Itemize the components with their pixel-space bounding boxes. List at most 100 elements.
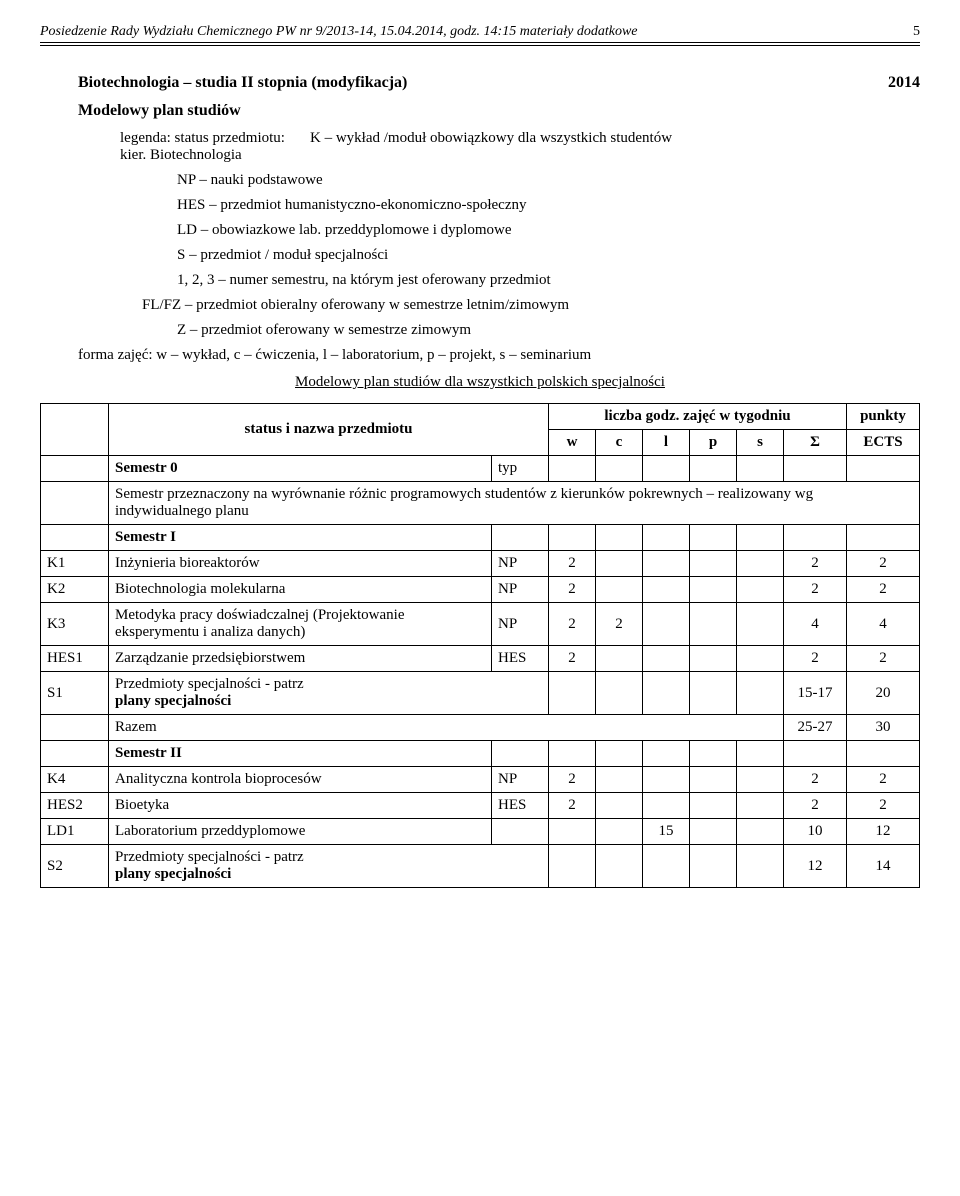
- row-l: [643, 577, 690, 603]
- s1-bold: plany specjalności: [115, 693, 231, 709]
- th-s: s: [737, 430, 784, 456]
- row-sum: 2: [784, 577, 847, 603]
- row-w: 2: [549, 577, 596, 603]
- row-s: [737, 819, 784, 845]
- s1-name: Przedmioty specjalności - patrz: [115, 676, 304, 692]
- row-ects: 2: [847, 577, 920, 603]
- legend-forma: forma zajęć: w – wykład, c – ćwiczenia, …: [78, 347, 920, 364]
- row-c: 2: [596, 603, 643, 646]
- legend-numsem: 1, 2, 3 – numer semestru, na którym jest…: [177, 272, 920, 289]
- table-row: HES2BioetykaHES222: [41, 793, 920, 819]
- row-typ: HES: [492, 793, 549, 819]
- table-row: HES1Zarządzanie przedsiębiorstwemHES222: [41, 646, 920, 672]
- row-s: [737, 551, 784, 577]
- row-s: [737, 577, 784, 603]
- row-p: [690, 577, 737, 603]
- th-w: w: [549, 430, 596, 456]
- page-header: Posiedzenie Rady Wydziału Chemicznego PW…: [40, 24, 920, 43]
- row-typ: NP: [492, 603, 549, 646]
- s2-ects: 14: [847, 845, 920, 888]
- sem0-note-row: Semestr przeznaczony na wyrównanie różni…: [41, 482, 920, 525]
- row-w: 2: [549, 646, 596, 672]
- row-name: Inżynieria bioreaktorów: [109, 551, 492, 577]
- row-ects: 12: [847, 819, 920, 845]
- th-punkty: punkty: [847, 404, 920, 430]
- table-head-row1: status i nazwa przedmiotu liczba godz. z…: [41, 404, 920, 430]
- row-w: 2: [549, 551, 596, 577]
- s2-name: Przedmioty specjalności - patrz: [115, 849, 304, 865]
- row-p: [690, 551, 737, 577]
- s1-row: S1 Przedmioty specjalności - patrz plany…: [41, 672, 920, 715]
- row-l: [643, 551, 690, 577]
- main-title: Biotechnologia – studia II stopnia (mody…: [78, 74, 407, 92]
- table-row: LD1Laboratorium przeddyplomowe151012: [41, 819, 920, 845]
- row-name: Zarządzanie przedsiębiorstwem: [109, 646, 492, 672]
- row-p: [690, 767, 737, 793]
- sem0-typ: typ: [492, 456, 549, 482]
- row-typ: NP: [492, 767, 549, 793]
- row-ects: 2: [847, 646, 920, 672]
- sem2-header: Semestr II: [41, 741, 920, 767]
- row-s: [737, 603, 784, 646]
- row-code: K1: [41, 551, 109, 577]
- header-left: Posiedzenie Rady Wydziału Chemicznego PW…: [40, 24, 638, 40]
- s2-bold: plany specjalności: [115, 866, 231, 882]
- row-sum: 2: [784, 793, 847, 819]
- row-code: HES1: [41, 646, 109, 672]
- razem1-ects: 30: [847, 715, 920, 741]
- legend-status-label: legenda: status przedmiotu:: [120, 130, 310, 147]
- row-l: [643, 603, 690, 646]
- row-w: 2: [549, 603, 596, 646]
- row-code: K4: [41, 767, 109, 793]
- row-s: [737, 646, 784, 672]
- row-sum: 2: [784, 551, 847, 577]
- sem0-label: Semestr 0: [109, 456, 492, 482]
- row-code: K3: [41, 603, 109, 646]
- s1-code: S1: [41, 672, 109, 715]
- razem1-row: Razem 25-27 30: [41, 715, 920, 741]
- row-typ: NP: [492, 551, 549, 577]
- legend-hes: HES – przedmiot humanistyczno-ekonomiczn…: [177, 197, 920, 214]
- row-p: [690, 819, 737, 845]
- legend-z: Z – przedmiot oferowany w semestrze zimo…: [177, 322, 920, 339]
- sem2-label: Semestr II: [109, 741, 492, 767]
- year: 2014: [888, 74, 920, 92]
- legend-status-row: legenda: status przedmiotu: kier. Biotec…: [120, 130, 920, 164]
- row-l: 15: [643, 819, 690, 845]
- s1-sum: 15-17: [784, 672, 847, 715]
- row-c: [596, 793, 643, 819]
- row-sum: 4: [784, 603, 847, 646]
- row-sum: 2: [784, 646, 847, 672]
- s2-code: S2: [41, 845, 109, 888]
- s2-sum: 12: [784, 845, 847, 888]
- row-w: 2: [549, 767, 596, 793]
- row-ects: 2: [847, 551, 920, 577]
- legend-status-kier: kier. Biotechnologia: [120, 147, 310, 164]
- legend-np: NP – nauki podstawowe: [177, 172, 920, 189]
- row-c: [596, 767, 643, 793]
- row-sum: 10: [784, 819, 847, 845]
- header-page: 5: [913, 24, 920, 40]
- row-name: Analityczna kontrola bioprocesów: [109, 767, 492, 793]
- s1-ects: 20: [847, 672, 920, 715]
- row-s: [737, 793, 784, 819]
- table-row: K2Biotechnologia molekularnaNP222: [41, 577, 920, 603]
- row-ects: 4: [847, 603, 920, 646]
- th-status: status i nazwa przedmiotu: [109, 404, 549, 456]
- row-typ: NP: [492, 577, 549, 603]
- row-c: [596, 646, 643, 672]
- row-c: [596, 577, 643, 603]
- row-s: [737, 767, 784, 793]
- row-name: Biotechnologia molekularna: [109, 577, 492, 603]
- th-ects: ECTS: [847, 430, 920, 456]
- row-ects: 2: [847, 793, 920, 819]
- row-c: [596, 819, 643, 845]
- th-p: p: [690, 430, 737, 456]
- row-code: HES2: [41, 793, 109, 819]
- row-l: [643, 646, 690, 672]
- legend-status-value: K – wykład /moduł obowiązkowy dla wszyst…: [310, 130, 672, 164]
- legend-s: S – przedmiot / moduł specjalności: [177, 247, 920, 264]
- s2-row: S2 Przedmioty specjalności - patrz plany…: [41, 845, 920, 888]
- legend-flfz: FL/FZ – przedmiot obieralny oferowany w …: [142, 297, 920, 314]
- row-l: [643, 793, 690, 819]
